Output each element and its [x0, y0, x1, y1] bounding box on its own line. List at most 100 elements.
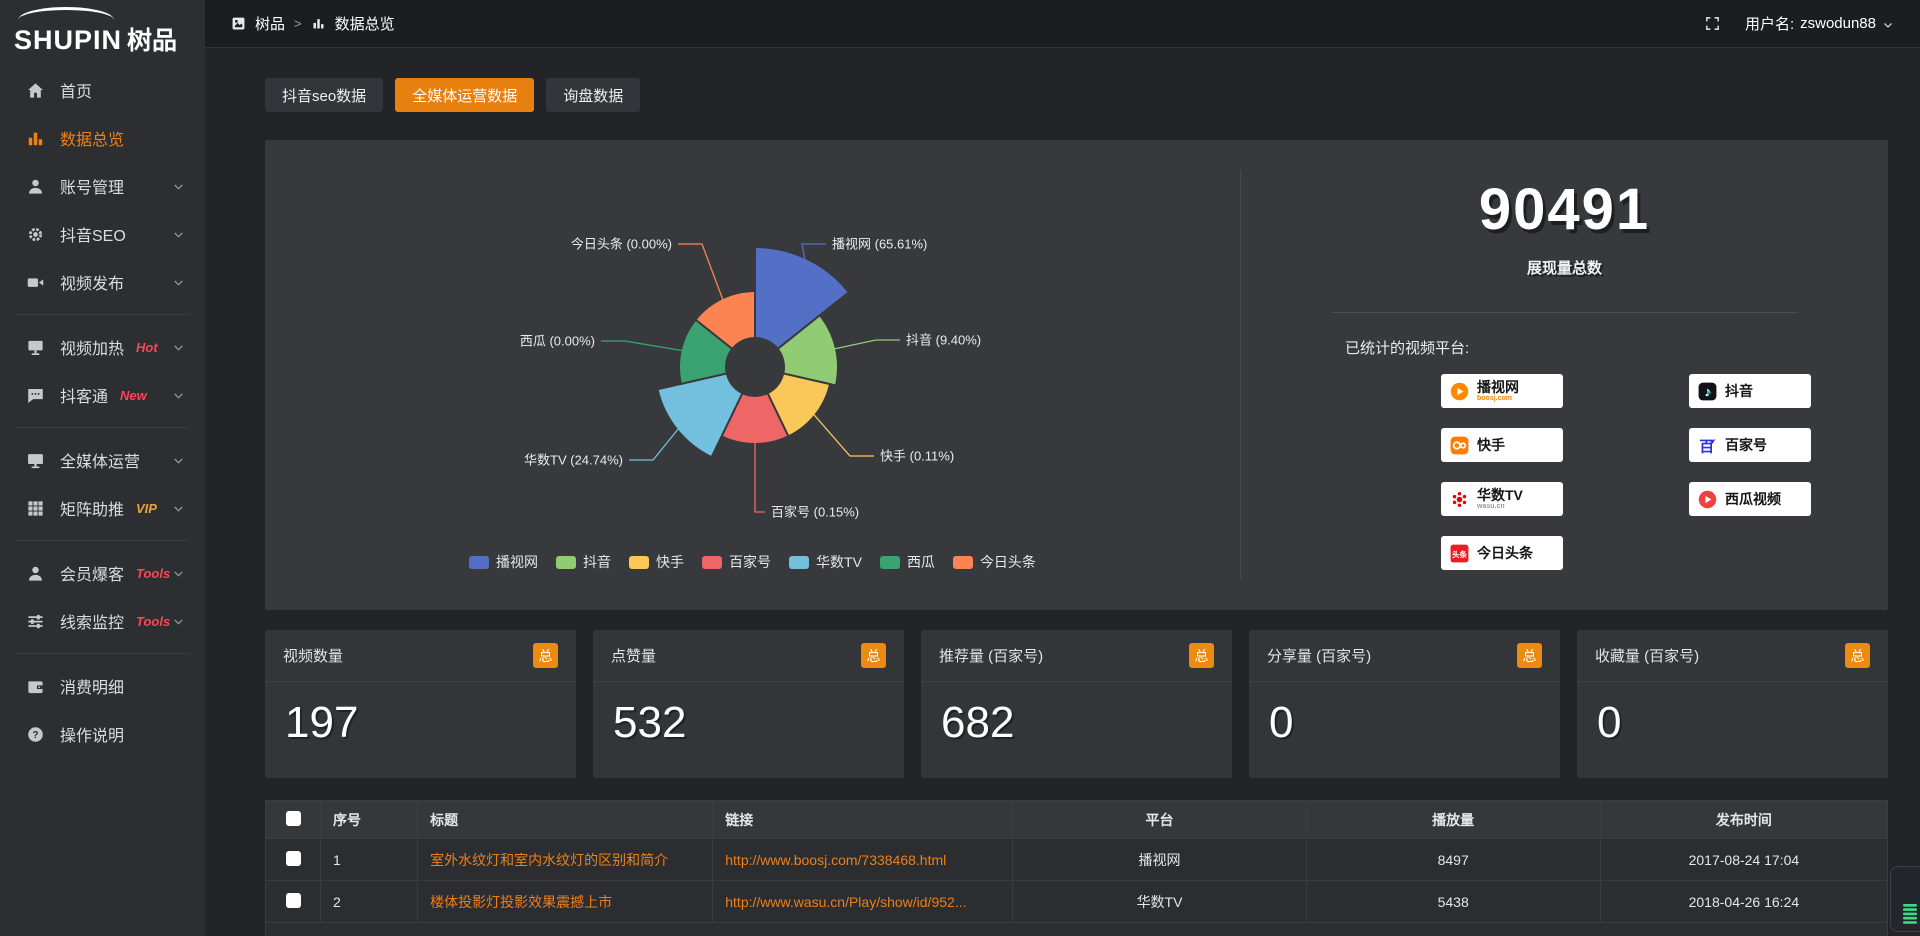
pie-slice-播视网[interactable] — [754, 245, 851, 351]
legend-label: 快手 — [656, 554, 685, 570]
sidebar-item-线索监控[interactable]: 线索监控 Tools — [0, 597, 205, 645]
legend-item-西瓜[interactable]: 西瓜 — [879, 552, 935, 572]
row-checkbox-cell — [264, 880, 322, 923]
cell-title[interactable]: 室外水纹灯和室内水纹灯的区别和简介 — [417, 838, 714, 881]
sidebar-item-label: 全媒体运营 — [60, 454, 141, 471]
select-all-checkbox[interactable] — [285, 810, 301, 826]
sidebar-item-视频加热[interactable]: 视频加热 Hot — [0, 323, 205, 371]
legend-swatch — [556, 555, 577, 569]
legend-item-快手[interactable]: 快手 — [629, 552, 684, 572]
stat-card-收藏量 (百家号): 收藏量 (百家号) 总 0 — [1577, 630, 1888, 778]
sidebar-item-全媒体运营[interactable]: 全媒体运营 — [0, 436, 205, 484]
pie-slice-华数TV[interactable] — [656, 372, 744, 459]
pie-label-line-西瓜 — [601, 340, 685, 352]
svg-text:头条: 头条 — [1452, 549, 1468, 559]
legend-item-今日头条[interactable]: 今日头条 — [952, 552, 1036, 572]
platform-badge-西瓜视频: 西瓜视频 — [1689, 482, 1811, 516]
chevron-down-icon — [172, 454, 185, 467]
total-badge[interactable]: 总 — [1189, 643, 1214, 668]
row-checkbox[interactable] — [285, 892, 301, 908]
sidebar-item-抖客通[interactable]: 抖客通 New — [0, 371, 205, 419]
pie-label-快手: 快手 (0.11%) — [880, 449, 954, 464]
sidebar-item-视频发布[interactable]: 视频发布 — [0, 258, 205, 306]
green-bars-icon — [1903, 904, 1917, 924]
chart-icon — [26, 129, 45, 148]
pie-slice-快手[interactable] — [766, 372, 832, 438]
legend-item-百家号[interactable]: 百家号 — [702, 552, 771, 572]
cell-link[interactable]: http://www.wasu.cn/Play/show/id/952... — [712, 880, 1014, 923]
bar-chart-icon — [311, 16, 326, 31]
sidebar-badge-Tools: Tools — [136, 565, 171, 581]
platform-name: 西瓜视频 — [1725, 490, 1781, 507]
fullscreen-icon[interactable] — [1704, 15, 1721, 32]
pie-label-line-抖音 — [831, 339, 900, 351]
legend-swatch — [629, 555, 650, 569]
tab-抖音seo数据[interactable]: 抖音seo数据 — [265, 78, 384, 112]
rose-chart: 播视网 (65.61%) 抖音 (9.40%) 快手 (0.11%) 百家号 (0.1… — [520, 237, 981, 520]
chevron-down-icon — [172, 341, 185, 354]
breadcrumb-current[interactable]: 数据总览 — [334, 16, 395, 33]
legend-item-播视网[interactable]: 播视网 — [469, 552, 538, 572]
sidebar-item-消费明细[interactable]: 消费明细 — [0, 662, 205, 710]
pie-slice-今日头条[interactable] — [694, 289, 756, 351]
breadcrumb-root[interactable]: 树品 — [255, 16, 286, 33]
pie-slice-抖音[interactable] — [776, 313, 839, 387]
svg-text:♪: ♪ — [1705, 384, 1712, 399]
content: 抖音seo数据 全媒体运营数据 询盘数据 播视网 (65.61%) 抖音 (9.40%… — [205, 48, 1920, 936]
sidebar-item-label: 视频发布 — [60, 276, 125, 293]
stat-card-value: 532 — [613, 698, 687, 747]
cell-link[interactable]: http://www.boosj.com/7338468.html — [712, 838, 1014, 881]
sidebar-item-label: 抖客通 — [60, 389, 109, 406]
legend-item-抖音[interactable]: 抖音 — [556, 552, 611, 572]
table-header-row: 序号 标题 链接 平台 播放量 发布时间 — [264, 800, 1889, 839]
platforms-title: 已统计的视频平台: — [1345, 340, 1470, 357]
pie-slice-西瓜[interactable] — [678, 318, 734, 386]
float-stats-widget[interactable] — [1890, 866, 1920, 932]
chevron-down-icon — [172, 228, 185, 241]
platform-badge-华数TV: 华数TV wasu.cn — [1441, 482, 1563, 516]
chat-icon — [26, 386, 45, 405]
tab-询盘数据[interactable]: 询盘数据 — [546, 78, 641, 112]
sidebar-item-首页[interactable]: 首页 — [0, 66, 205, 114]
total-badge[interactable]: 总 — [1845, 643, 1870, 668]
logo-arc-decoration — [18, 7, 114, 20]
stat-card-title: 分享量 (百家号) — [1267, 648, 1372, 665]
stat-card-点赞量: 点赞量 总 532 — [593, 630, 904, 778]
sidebar-item-矩阵助推[interactable]: 矩阵助推 VIP — [0, 484, 205, 532]
monitor-icon — [26, 451, 45, 470]
sidebar-divider — [16, 427, 189, 428]
column-header-平台: 平台 — [1012, 800, 1307, 839]
total-badge[interactable]: 总 — [861, 643, 886, 668]
chevron-down-icon — [172, 389, 185, 402]
sidebar-item-抖音SEO[interactable]: 抖音SEO — [0, 210, 205, 258]
sidebar-item-操作说明[interactable]: ? 操作说明 — [0, 710, 205, 758]
stat-card-title: 推荐量 (百家号) — [939, 648, 1044, 665]
platform-name: 今日头条 — [1477, 544, 1533, 561]
svg-text:百: 百 — [1699, 438, 1714, 455]
pie-slice-百家号[interactable] — [720, 391, 790, 445]
main-area: 树品 > 数据总览 用户名: zswodun88 抖音seo数据 全媒体运营数据询… — [205, 0, 1920, 936]
total-badge[interactable]: 总 — [533, 643, 558, 668]
sidebar-item-label: 首页 — [60, 84, 93, 101]
cell-title[interactable]: 楼体投影灯投影效果震撼上市 — [417, 880, 714, 923]
user-menu[interactable]: 用户名: zswodun88 — [1745, 13, 1894, 34]
person-icon — [26, 564, 45, 583]
stat-cards-row: 视频数量总 197 点赞量总 532 推荐量 (百家号) 总 682 分享量 (百家号) 总 0 收… — [265, 630, 1888, 778]
legend-item-华数TV[interactable]: 华数TV — [789, 552, 862, 572]
sidebar-item-数据总览[interactable]: 数据总览 — [0, 114, 205, 162]
pie-label-西瓜: 西瓜 (0.00%) — [520, 334, 595, 349]
pie-label-line-播视网 — [801, 243, 826, 263]
sliders-icon — [26, 612, 45, 631]
chevron-down-icon — [172, 615, 185, 628]
row-checkbox-cell — [264, 838, 322, 881]
total-badge[interactable]: 总 — [1517, 643, 1542, 668]
tab-全媒体运营数据[interactable]: 全媒体运营数据 — [395, 78, 535, 112]
cell-time: 2018-04-26 16:24 — [1599, 880, 1889, 923]
sidebar-item-会员爆客[interactable]: 会员爆客 Tools — [0, 549, 205, 597]
row-checkbox[interactable] — [285, 850, 301, 866]
username: zswodun88 — [1800, 15, 1876, 32]
stat-card-value: 682 — [941, 698, 1015, 747]
sidebar-item-账号管理[interactable]: 账号管理 — [0, 162, 205, 210]
sidebar-badge-Tools: Tools — [136, 613, 171, 629]
stat-card-推荐量 (百家号): 推荐量 (百家号) 总 682 — [921, 630, 1232, 778]
